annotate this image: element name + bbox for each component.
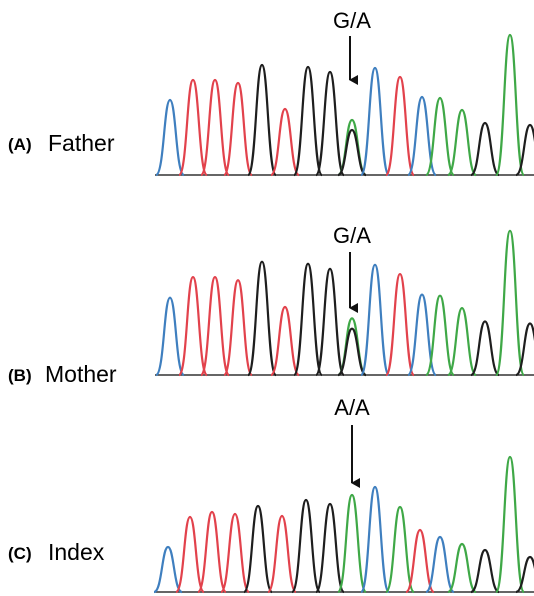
trace-peak [156,100,184,175]
trace-peak [154,547,182,592]
trace-peak [201,80,229,175]
trace-peak [426,537,454,592]
trace-peak [244,506,272,592]
trace-peak [361,68,389,175]
trace-peak [292,500,320,592]
trace-peak [179,277,207,375]
trace-peak [316,72,344,175]
trace-peak [294,67,322,175]
trace-peak [248,65,276,175]
panel-letter: (A) [8,135,32,154]
trace-peak [471,321,499,375]
panel-name: Father [48,130,115,156]
trace-peak [386,507,414,592]
genotype-label: G/A [333,223,371,248]
trace-peak [271,109,299,175]
trace-peak [408,295,436,375]
panel-c: (C) Index A/A [8,395,370,565]
trace-peak [316,504,344,592]
trace-peak [271,307,299,375]
trace-peak [471,550,499,592]
trace-peak [179,80,207,175]
trace [155,231,534,375]
trace-peak [448,308,476,375]
trace-peak [316,269,344,375]
trace-peak [448,544,476,592]
trace-peak [496,457,524,592]
trace-peak [386,274,414,375]
trace-peak [338,130,366,175]
trace-peak [408,97,436,175]
trace-peak [426,296,454,375]
panel-a: (A) Father G/A [8,8,371,156]
trace-peak [248,262,276,375]
trace [155,35,534,175]
panel-name: Index [48,539,105,565]
trace-peak [176,517,204,592]
panel-letter: (B) [8,366,32,385]
genotype-label: G/A [333,8,371,33]
trace-peak [338,495,366,592]
trace-peak [156,298,184,375]
trace-peak [426,98,454,175]
trace-peak [386,77,414,175]
trace-peak [338,329,366,375]
trace-peak [361,265,389,375]
trace-peak [448,110,476,175]
trace-peak [201,277,229,375]
trace-peak [198,512,226,592]
trace-peak [496,35,524,175]
trace [154,457,534,592]
trace-peak [361,487,389,592]
chromatogram-figure: (A) Father G/A (B) Mother G/A (C) Index … [0,0,534,596]
panel-b: (B) Mother G/A [8,223,371,387]
panel-letter: (C) [8,544,32,563]
trace-peak [496,231,524,375]
trace-peak [221,514,249,592]
trace-peak [268,516,296,592]
panel-name: Mother [45,361,117,387]
trace-peak [294,264,322,375]
trace-peak [224,280,252,375]
trace-peak [471,123,499,175]
genotype-label: A/A [334,395,370,420]
trace-peak [224,83,252,175]
